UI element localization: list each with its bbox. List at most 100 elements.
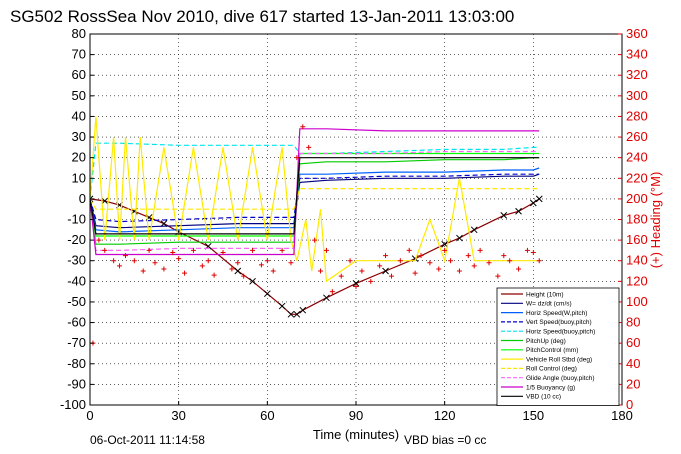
heading-point (264, 258, 270, 264)
heading-point (131, 258, 137, 264)
heading-point (140, 268, 146, 274)
y-right-tick-label: 240 (626, 150, 648, 165)
height-marker (500, 212, 508, 219)
heading-point (406, 247, 412, 253)
y-right-tick-label: 80 (626, 315, 640, 330)
heading-point (250, 247, 256, 253)
heading-point (448, 258, 454, 264)
y-right-tick-label: 300 (626, 88, 648, 103)
height-marker (535, 195, 543, 203)
heading-point (199, 263, 205, 269)
heading-point (377, 263, 383, 269)
y-left-tick-label: -90 (67, 376, 86, 391)
height-marker (287, 310, 295, 318)
height-marker (529, 199, 537, 207)
x-tick-labels: 0 30 60 90 120 150 180 (86, 401, 633, 423)
heading-point (530, 249, 536, 255)
series-line-height-10m (90, 198, 540, 315)
height-marker (441, 240, 449, 248)
heading-point (170, 249, 176, 255)
footer-date: 06-Oct-2011 11:14:58 (90, 433, 205, 447)
height-marker (470, 226, 478, 234)
legend: Height (10m) W= dz/dt (cm/s) Horiz Speed(W… (496, 287, 620, 406)
heading-point (442, 247, 448, 253)
heading-point (347, 258, 353, 264)
x-tick-label: 180 (611, 408, 633, 423)
heading-point (465, 253, 471, 259)
heading-point (495, 273, 501, 279)
legend-entry: Vehicle Roll Stbd (deg) (526, 356, 592, 363)
legend-entry: VBD (10 cc) (526, 394, 561, 401)
height-marker (90, 195, 94, 203)
heading-point (96, 237, 102, 243)
heading-point (353, 283, 359, 289)
series-line-pitchcontrol-mm (90, 152, 540, 237)
series-line-w-dz-dt-cm-s (90, 173, 540, 229)
legend-entry: Roll Control (deg) (526, 366, 577, 373)
y-right-tick-label: 60 (626, 335, 640, 350)
y-left-tick-label: -30 (67, 253, 86, 268)
y-left-tick-labels: 80 70 60 50 40 30 20 10 0 -10 -20 -30 -40 -50 -60 -70 -8… (60, 26, 94, 412)
heading-point (329, 289, 335, 295)
heading-point (323, 247, 329, 253)
heading-point (279, 247, 285, 253)
height-marker (101, 197, 109, 205)
legend-entry: PitchUp (deg) (526, 338, 566, 345)
heading-point (211, 272, 217, 278)
heading-point (220, 249, 226, 255)
heading-point (190, 247, 196, 253)
y-right-axis-label: (+) Heading (°M) (648, 172, 663, 269)
heading-point (338, 273, 344, 279)
x-tick-label: 120 (434, 408, 456, 423)
y-right-tick-label: 40 (626, 356, 640, 371)
heading-point (516, 266, 522, 272)
height-marker (323, 294, 330, 302)
y-right-tick-label: 220 (626, 170, 648, 185)
y-right-tick-label: 20 (626, 376, 640, 391)
heading-point (486, 260, 492, 266)
height-marker (456, 234, 463, 242)
y-right-tick-label: 180 (626, 212, 648, 227)
legend-entry: Height (10m) (526, 291, 564, 298)
legend-box (496, 287, 620, 406)
y-right-tick-label: 120 (626, 273, 648, 288)
y-right-tick-label: 100 (626, 294, 648, 309)
series-line-1-5-buoyancy-g (90, 128, 540, 256)
y-right-tick-label: 280 (626, 108, 648, 123)
height-marker (278, 302, 286, 310)
heading-point (205, 258, 211, 264)
heading-point (229, 266, 235, 272)
y-left-tick-label: -100 (60, 397, 86, 412)
y-right-tick-label: 320 (626, 67, 648, 82)
heading-point (312, 237, 318, 243)
y-right-tick-label: 0 (626, 397, 633, 412)
x-tick-label: 60 (260, 408, 274, 423)
heading-point (456, 268, 462, 274)
y-left-tick-label: -60 (67, 315, 86, 330)
heading-point (418, 253, 424, 259)
heading-point (306, 144, 312, 150)
chart-title: SG502 RossSea Nov 2010, dive 617 started… (10, 7, 514, 26)
height-marker (352, 280, 360, 287)
series-line-vehicle-roll-stbd-deg (90, 116, 540, 283)
series-line-glide-angle-buoy-pitch (90, 150, 540, 251)
heading-points (90, 124, 542, 346)
legend-entry: Horiz Speed(buoy,pitch) (526, 329, 595, 336)
y-left-tick-label: 0 (79, 191, 86, 206)
height-marker (234, 267, 242, 275)
y-left-tick-label: 80 (72, 26, 86, 41)
height-marker (263, 290, 271, 298)
y-left-tick-label: -40 (67, 273, 86, 288)
legend-entry: Horiz Speed(W,pitch) (526, 310, 587, 317)
y-left-tick-label: -70 (67, 335, 86, 350)
y-right-tick-label: 200 (626, 191, 648, 206)
series-line-vbd-10-cc (90, 157, 540, 235)
height-marker (515, 207, 522, 215)
heading-point (102, 247, 108, 253)
height-marker (249, 277, 256, 285)
legend-entry: W= dz/dt (cm/s) (526, 301, 572, 308)
y-left-tick-label: 60 (72, 67, 86, 82)
heading-point (152, 260, 158, 266)
y-right-tick-label: 160 (626, 232, 648, 247)
